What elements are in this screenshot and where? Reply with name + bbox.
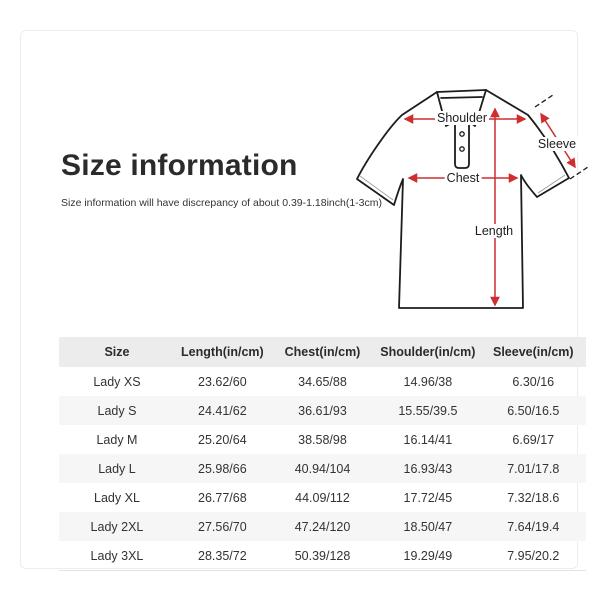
column-header: Length(in/cm) [174,337,270,367]
table-cell: 24.41/62 [198,403,247,418]
table-cell: 34.65/88 [298,374,347,389]
table-cell: 7.95/20.2 [507,548,560,563]
table-cell: 23.62/60 [198,374,247,389]
table-cell: 15.55/39.5 [398,403,458,418]
table-cell: 6.50/16.5 [507,403,560,418]
column-header: Sleeve(in/cm) [480,337,586,367]
table-row: Lady 3XL 28.35/72 50.39/128 19.29/49 7.95/20… [59,541,586,571]
table-cell: 16.14/41 [403,432,453,447]
table-cell: 17.72/45 [403,490,453,505]
table-cell: 6.30/16 [512,374,555,389]
chest-label: Chest [444,171,482,185]
table-cell: 36.61/93 [298,403,347,418]
table-row: Lady M 25.20/64 38.58/98 16.14/41 6.69/17 [59,425,586,454]
table-cell: 38.58/98 [298,432,347,447]
size-table-header-row: Size Length(in/cm) Chest(in/cm) Shoulder(in… [59,337,586,367]
table-cell: Lady XL [94,490,140,505]
size-table: Size Length(in/cm) Chest(in/cm) Shoulder(in… [59,337,586,571]
placket-button [459,146,465,152]
table-cell: 26.77/68 [198,490,247,505]
shoulder-label: Shoulder [434,111,490,125]
placket-button [459,131,465,137]
table-cell: Lady L [98,461,136,476]
table-row: Lady 2XL 27.56/70 47.24/120 18.50/47 7.64/19… [59,512,586,541]
table-row: Lady L 25.98/66 40.94/104 16.93/43 7.01/17.8 [59,454,586,483]
page-title: Size information [61,149,298,182]
table-row: Lady S 24.41/62 36.61/93 15.55/39.5 6.50/16.… [59,396,586,425]
table-cell: 6.69/17 [512,432,555,447]
sleeve-label: Sleeve [535,137,579,151]
size-table-body: Lady XS 23.62/60 34.65/88 14.96/38 6.30/16 La… [59,367,586,571]
table-cell: 7.32/18.6 [507,490,560,505]
table-cell: Lady XS [93,374,141,389]
table-cell: 25.98/66 [198,461,247,476]
button-placket [454,120,470,169]
table-cell: 47.24/120 [294,519,351,534]
table-cell: 14.96/38 [403,374,453,389]
table-cell: 18.50/47 [403,519,453,534]
length-label: Length [472,224,516,238]
sleeve-extension-ticks [534,94,589,180]
table-cell: Lady 3XL [90,548,144,563]
table-cell: 25.20/64 [198,432,247,447]
table-cell: 44.09/112 [295,490,350,505]
table-cell: 40.94/104 [294,461,351,476]
table-cell: 27.56/70 [198,519,247,534]
table-row: Lady XS 23.62/60 34.65/88 14.96/38 6.30/16 [59,367,586,396]
table-cell: Lady 2XL [90,519,144,534]
column-header: Size [59,337,175,367]
shirt-measurement-diagram: Shoulder Sleeve Chest Length [351,76,600,326]
table-cell: 16.93/43 [403,461,453,476]
page-subtitle: Size information will have discrepancy o… [61,197,382,209]
size-table-head: Size Length(in/cm) Chest(in/cm) Shoulder(in… [59,337,586,367]
table-cell: 7.01/17.8 [507,461,560,476]
table-row: Lady XL 26.77/68 44.09/112 17.72/45 7.32/18.… [59,483,586,512]
table-cell: 7.64/19.4 [507,519,560,534]
column-header: Shoulder(in/cm) [375,337,481,367]
table-cell: 19.29/49 [403,548,453,563]
table-cell: 28.35/72 [198,548,247,563]
content-frame: Size information Size information will h… [20,30,589,571]
collar-band [436,89,487,99]
cuff-seam-lines [359,174,566,201]
column-header: Chest(in/cm) [269,337,376,367]
table-cell: Lady M [96,432,138,447]
table-cell: 50.39/128 [294,548,351,563]
table-cell: Lady S [97,403,137,418]
